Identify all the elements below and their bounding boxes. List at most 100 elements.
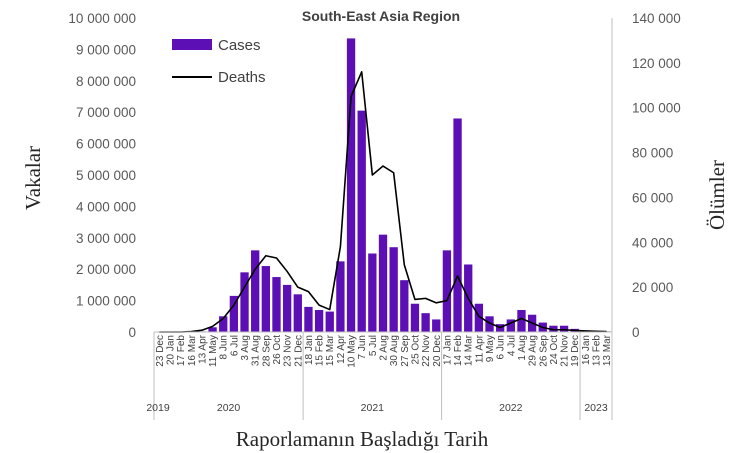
chart-title: South-East Asia Region (302, 8, 460, 24)
cases-bar (251, 250, 260, 332)
y-tick-label: 6 000 000 (76, 137, 136, 152)
y-axis-label: Vakalar (21, 146, 45, 210)
cases-bar (261, 266, 270, 332)
x-tick-label: 14 Mar (464, 334, 475, 366)
y-right-tick-label: 100 000 (632, 101, 681, 116)
cases-bar (442, 250, 452, 332)
x-tick-label: 6 Jun (496, 335, 507, 359)
x-tick-label: 15 Feb (315, 335, 326, 367)
year-label: 2021 (361, 402, 385, 414)
y-tick-label: 10 000 000 (68, 11, 136, 26)
cases-bar (357, 110, 366, 332)
y-right-tick-label: 0 (632, 325, 640, 340)
x-tick-label: 26 Oct (272, 335, 283, 365)
axes: 0 1 000 000 2 000 000 3 000 000 4 000 000 5 0… (68, 11, 681, 420)
x-tick-label: 18 Jan (304, 335, 315, 365)
x-tick-label: 13 Feb (592, 335, 603, 367)
x-tick-label: 17 Jan (442, 335, 453, 365)
y-right-tick-label: 80 000 (632, 146, 673, 161)
x-tick-label: 13 Mar (602, 334, 613, 366)
y-right-tick-label: 120 000 (632, 56, 681, 71)
x-tick-label: 5 Jul (368, 335, 379, 356)
y-tick-label: 7 000 000 (76, 105, 136, 120)
x-tick-label: 12 Apr (336, 334, 347, 364)
cases-bar (314, 310, 324, 332)
x-tick-label: 11 Apr (474, 334, 485, 363)
x-tick-label: 9 May (485, 335, 496, 362)
x-tick-label: 17 Feb (176, 335, 187, 367)
y-tick-label: 0 (128, 325, 136, 340)
cases-bar (549, 325, 558, 332)
y-tick-label: 5 000 000 (76, 168, 136, 183)
x-tick-label: 13 Apr (197, 334, 208, 364)
year-label: 2022 (499, 402, 523, 414)
x-tick-label: 21 Nov (560, 335, 571, 367)
y-axis-right-label: Ölümler (705, 160, 729, 230)
cases-bar (410, 303, 420, 332)
year-label: 2020 (217, 402, 241, 414)
x-tick-label: 3 Aug (240, 335, 251, 361)
x-tick-label: 20 Dec (432, 335, 443, 367)
cases-bar (282, 284, 292, 332)
cases-bar (421, 313, 430, 332)
x-tick-label: 22 Nov (421, 335, 432, 367)
x-axis-label: Raporlamanın Başladığı Tarih (236, 427, 489, 451)
y-tick-label: 1 000 000 (76, 294, 136, 309)
cases-bar (219, 316, 228, 332)
cases-bar (304, 306, 313, 332)
legend-deaths-label: Deaths (218, 69, 266, 86)
x-tick-label: 16 Jan (581, 335, 592, 365)
x-tick-label: 14 Feb (453, 335, 464, 367)
cases-bar (293, 294, 302, 332)
cases-bar (485, 316, 494, 332)
x-tick-label: 2 Aug (379, 335, 390, 361)
y-right-tick-label: 40 000 (632, 235, 673, 250)
x-tick-label: 26 Sep (538, 335, 549, 367)
cases-bar (272, 277, 281, 332)
x-tick-label: 7 Jun (357, 335, 368, 359)
x-tick-label: 4 Jul (506, 335, 517, 356)
cases-bar (474, 303, 484, 332)
legend-cases-swatch (172, 39, 212, 50)
x-tick-label: 6 Jul (229, 335, 240, 356)
cases-bar (368, 253, 377, 332)
cases-bar (346, 38, 356, 332)
x-tick-label: 15 Mar (325, 334, 336, 366)
cases-bar (506, 319, 515, 332)
cases-bar (325, 311, 334, 332)
legend: Cases Deaths (172, 37, 266, 86)
cases-bar (559, 325, 569, 332)
cases-bar (389, 247, 398, 332)
x-tick-label: 11 May (208, 335, 219, 367)
year-label: 2023 (584, 402, 608, 414)
y-tick-label: 8 000 000 (76, 74, 136, 89)
legend-cases-label: Cases (218, 37, 261, 54)
y-tick-label: 3 000 000 (76, 231, 136, 246)
x-tick-label: 29 Aug (528, 335, 539, 366)
x-tick-label: 31 Aug (251, 335, 262, 366)
y-right-tick-label: 20 000 (632, 280, 673, 295)
x-tick-label: 23 Nov (283, 335, 294, 367)
y-tick-label: 2 000 000 (76, 262, 136, 277)
cases-bar (208, 327, 217, 332)
x-tick-label: 8 Jun (219, 335, 230, 359)
x-tick-label: 28 Sep (261, 335, 272, 367)
cases-bar (336, 261, 345, 332)
plot-area (159, 38, 611, 333)
x-tick-label: 20 Jan (165, 335, 176, 365)
year-label: 2019 (146, 402, 170, 414)
x-tick-label: 23 Dec (155, 335, 166, 367)
deaths-line (159, 71, 607, 333)
cases-bar (400, 280, 409, 332)
x-tick-label: 16 Mar (187, 334, 198, 366)
y-tick-label: 9 000 000 (76, 42, 136, 57)
x-tick-label: 25 Oct (410, 335, 421, 365)
y-tick-label: 4 000 000 (76, 199, 136, 214)
y-right-tick-label: 60 000 (632, 190, 673, 205)
y-right-tick-label: 140 000 (632, 11, 681, 26)
cases-bar (229, 295, 239, 332)
x-tick-label: 30 Aug (389, 335, 400, 366)
cases-bar (378, 234, 388, 332)
x-tick-label: 1 Aug (517, 335, 528, 361)
